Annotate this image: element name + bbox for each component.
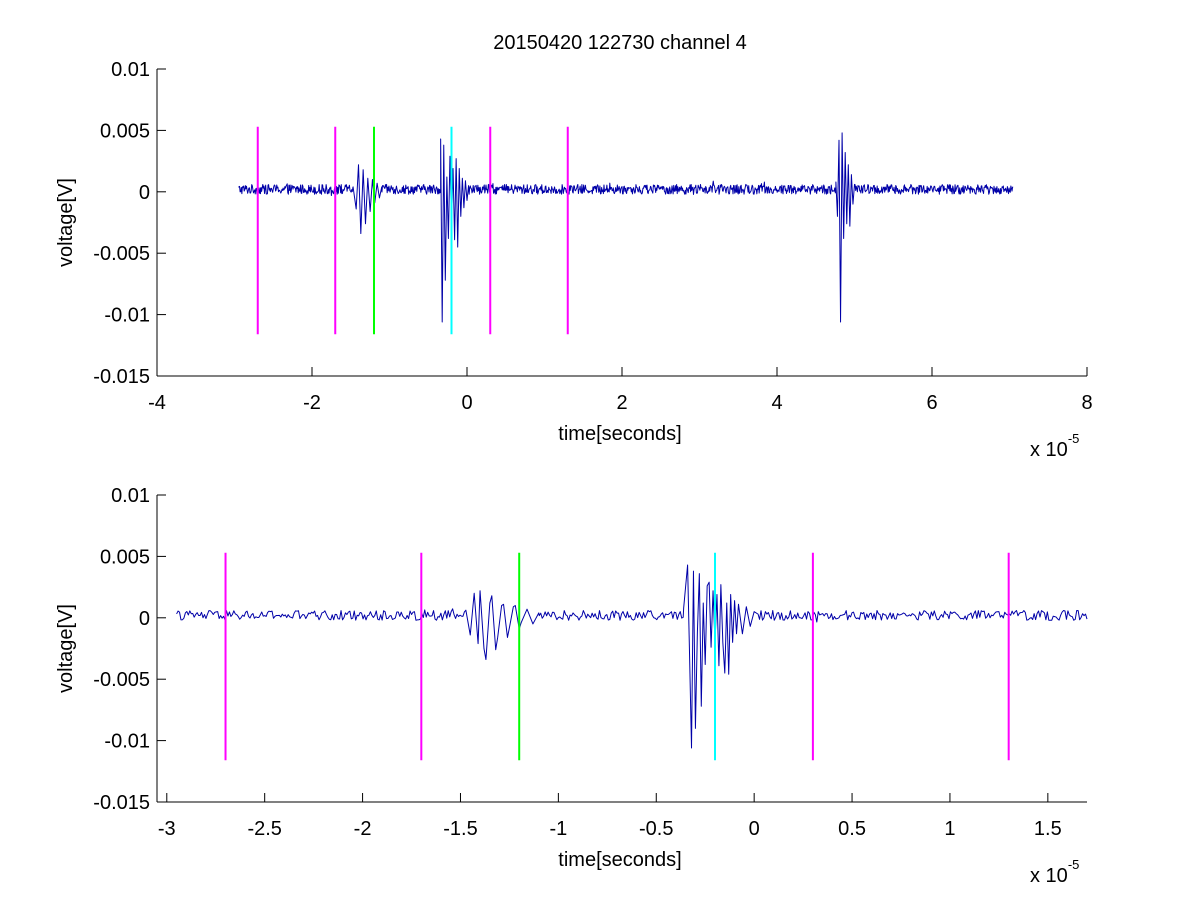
y-tick-label: 0.01 (111, 485, 150, 507)
x-tick-label: 2 (616, 392, 627, 414)
figure-title: 20150420 122730 channel 4 (493, 32, 747, 54)
x-exponent-base: x 10 (1030, 865, 1068, 887)
x-axis-label: time[seconds] (558, 849, 681, 871)
y-axis-label: voltage[V] (55, 604, 77, 693)
y-tick-label: -0.005 (93, 243, 150, 265)
x-tick-label: 4 (771, 392, 782, 414)
x-tick-label: 6 (926, 392, 937, 414)
y-tick-label: 0.005 (100, 120, 150, 142)
top-plot: 0.01 0.005 0 -0.005 -0.01 -0.015 -4 -2 0 2 4 6 8 time… (55, 59, 1093, 461)
x-tick-label: -1 (549, 818, 567, 840)
y-tick-label: -0.01 (104, 731, 150, 753)
x-axis-label: time[seconds] (558, 423, 681, 445)
y-tick-label: -0.015 (93, 792, 150, 814)
bottom-plot: 0.01 0.005 0 -0.005 -0.01 -0.015 -3 -2.5 -2 -1.5 -… (55, 485, 1088, 887)
signal-series (176, 564, 1088, 749)
x-tick-label: -2 (303, 392, 321, 414)
y-tick-label: 0 (139, 182, 150, 204)
x-exponent-power: -5 (1068, 431, 1080, 446)
y-axis-label: voltage[V] (55, 178, 77, 267)
y-tick-label: 0.01 (111, 59, 150, 81)
y-tick-label: 0.005 (100, 546, 150, 568)
y-tick-label: -0.005 (93, 669, 150, 691)
x-tick-label: 0 (461, 392, 472, 414)
x-tick-label: -2.5 (247, 818, 281, 840)
x-exponent-label: x 10-5 (1030, 431, 1079, 461)
y-tick-label: 0 (139, 608, 150, 630)
x-tick-label: 1 (944, 818, 955, 840)
x-exponent-base: x 10 (1030, 439, 1068, 461)
x-tick-label: -3 (158, 818, 176, 840)
x-tick-label: 0.5 (838, 818, 866, 840)
y-tick-label: -0.015 (93, 366, 150, 388)
signal-series (238, 132, 1014, 323)
x-tick-label: 1.5 (1034, 818, 1062, 840)
x-tick-label: -0.5 (639, 818, 673, 840)
x-tick-label: 8 (1081, 392, 1092, 414)
x-tick-label: -2 (354, 818, 372, 840)
x-exponent-power: -5 (1068, 857, 1080, 872)
x-exponent-label: x 10-5 (1030, 857, 1079, 887)
x-tick-label: 0 (749, 818, 760, 840)
x-tick-label: -1.5 (443, 818, 477, 840)
y-tick-label: -0.01 (104, 305, 150, 327)
x-tick-label: -4 (148, 392, 166, 414)
